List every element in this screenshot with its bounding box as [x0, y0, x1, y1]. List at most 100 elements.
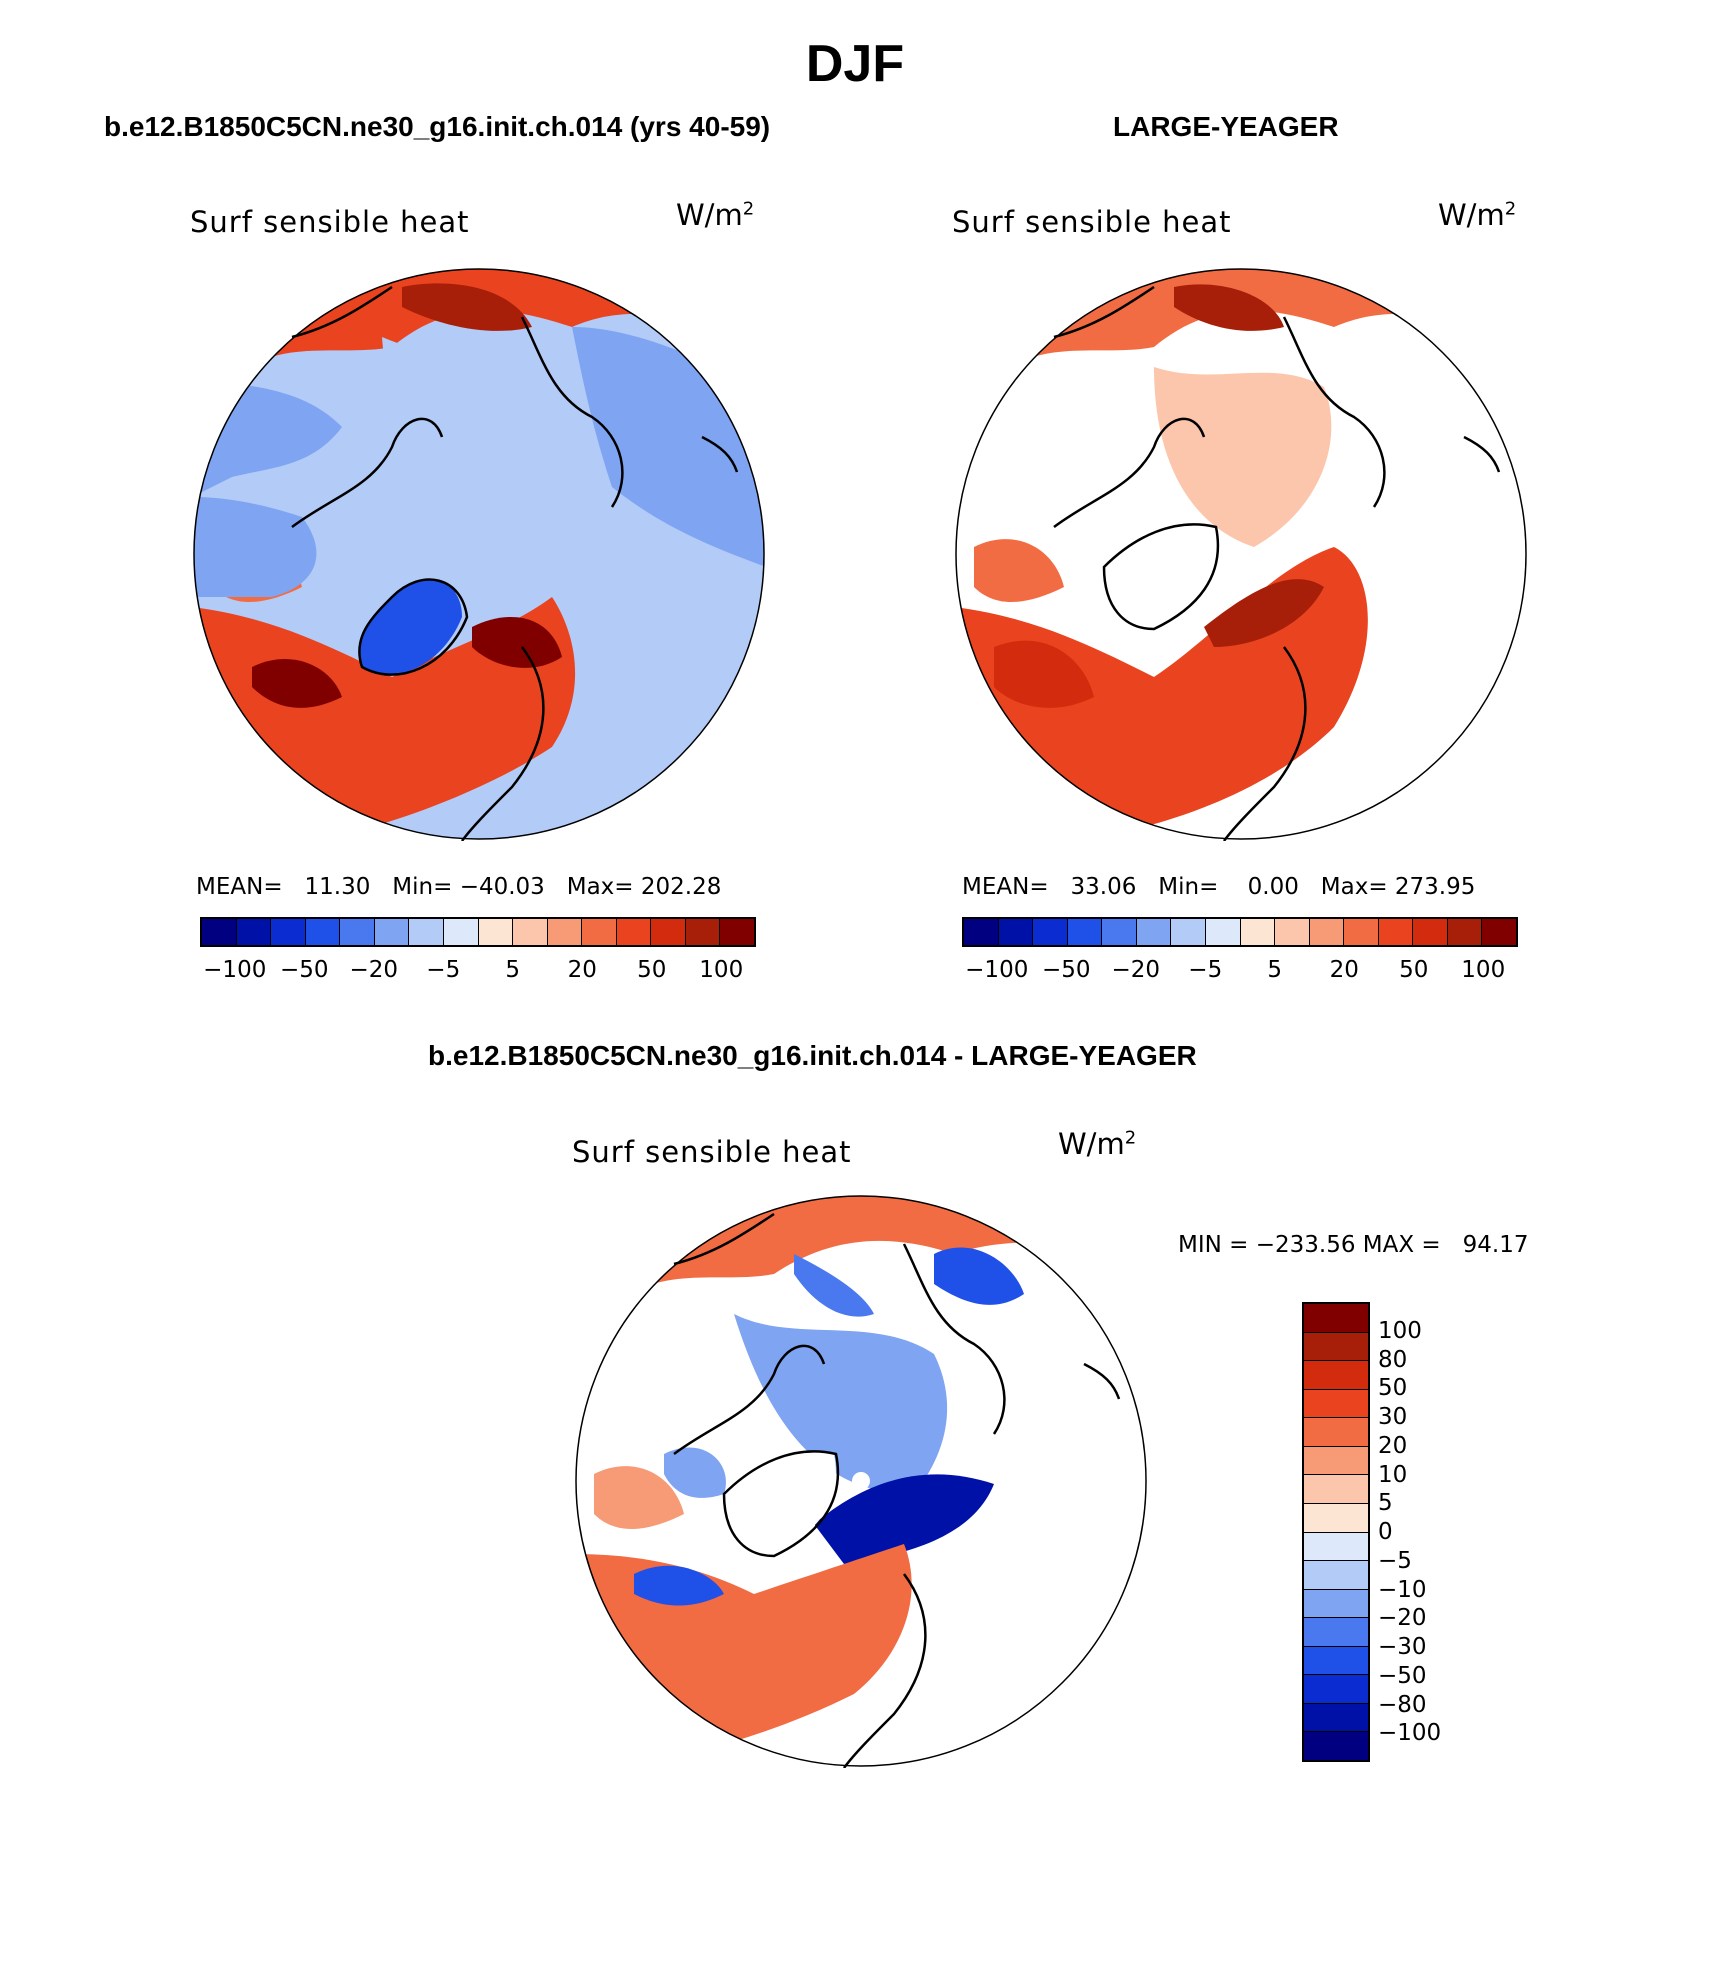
colorbar-swatch [374, 919, 410, 945]
colorbar-swatch [1304, 1503, 1368, 1533]
colorbar-swatch [1240, 919, 1276, 945]
colorbar-tick-label: −10 [1378, 1576, 1427, 1603]
colorbar-tick-label: −100 [965, 957, 1029, 983]
colorbar-tick-label: 20 [1378, 1432, 1408, 1459]
colorbar-swatch [478, 919, 514, 945]
colorbar-swatch [305, 919, 341, 945]
colorbar-swatch [1304, 1618, 1368, 1647]
colorbar-swatch [1304, 1304, 1368, 1333]
colorbar-swatch [1304, 1675, 1368, 1704]
left-panel-title: b.e12.B1850C5CN.ne30_g16.init.ch.014 (yr… [104, 111, 771, 142]
colorbar-tick-label: −50 [279, 957, 329, 983]
colorbar-swatch [1447, 919, 1483, 945]
colorbar-tick-label: −50 [1041, 957, 1091, 983]
colorbar-swatch [443, 919, 479, 945]
left-variable-label: Surf sensible heat [190, 205, 470, 239]
colorbar-tick-label: −100 [1378, 1720, 1442, 1747]
right-stats: MEAN= 33.06 Min= 0.00 Max= 273.95 [962, 874, 1476, 900]
right-colorbar [962, 917, 1518, 947]
colorbar-swatch [547, 919, 583, 945]
colorbar-tick-label: −20 [349, 957, 399, 983]
colorbar-swatch [998, 919, 1034, 945]
colorbar-tick-label: −20 [1378, 1605, 1427, 1632]
right-polar-map [955, 268, 1527, 841]
colorbar-swatch [964, 919, 999, 945]
colorbar-swatch [340, 919, 375, 945]
colorbar-tick-label: 0 [1378, 1519, 1393, 1545]
colorbar-swatch [1205, 919, 1241, 945]
colorbar-swatch [1482, 919, 1516, 945]
colorbar-swatch [1304, 1561, 1368, 1590]
colorbar-swatch [1275, 919, 1310, 945]
colorbar-swatch [1136, 919, 1172, 945]
colorbar-swatch [409, 919, 444, 945]
colorbar-swatch [582, 919, 617, 945]
right-colorbar-ticks: −100 −50 −20 −5 5 20 50 100 [962, 957, 1518, 987]
colorbar-swatch [1304, 1732, 1368, 1760]
colorbar-tick-label: 20 [1329, 957, 1359, 983]
colorbar-swatch [1033, 919, 1068, 945]
colorbar-tick-label: −5 [1378, 1547, 1412, 1574]
colorbar-swatch [1304, 1589, 1368, 1619]
colorbar-tick-label: 50 [1399, 957, 1429, 983]
colorbar-swatch [1304, 1361, 1368, 1390]
colorbar-swatch [1304, 1332, 1368, 1362]
colorbar-tick-label: −100 [203, 957, 267, 983]
diff-stats: MIN = −233.56 MAX = 94.17 [1178, 1232, 1529, 1258]
colorbar-swatch [1309, 919, 1345, 945]
colorbar-tick-label: −50 [1378, 1662, 1427, 1689]
right-variable-label: Surf sensible heat [952, 205, 1232, 239]
colorbar-swatch [1304, 1703, 1368, 1733]
colorbar-tick-label: −30 [1378, 1634, 1427, 1660]
diff-polar-map [575, 1195, 1147, 1768]
right-units-label: W/m2 [1438, 198, 1517, 232]
colorbar-tick-label: −80 [1378, 1691, 1427, 1718]
colorbar-swatch [271, 919, 306, 945]
diff-variable-label: Surf sensible heat [572, 1135, 852, 1169]
right-panel-title: LARGE-YEAGER [1113, 111, 1339, 142]
colorbar-tick-label: 100 [1378, 1317, 1422, 1344]
diff-colorbar-ticks: 100 80 50 30 20 10 5 0 −5 −10 −20 −30 −50 −80 −100 [1378, 1302, 1498, 1762]
colorbar-tick-label: 50 [637, 957, 667, 983]
colorbar-swatch [513, 919, 548, 945]
colorbar-swatch [1304, 1389, 1368, 1419]
colorbar-swatch [202, 919, 237, 945]
left-polar-map [193, 268, 765, 841]
left-stats: MEAN= 11.30 Min= −40.03 Max= 202.28 [196, 874, 722, 900]
colorbar-tick-label: 100 [1461, 957, 1506, 983]
left-colorbar-ticks: −100 −50 −20 −5 5 20 50 100 [200, 957, 756, 987]
colorbar-swatch [651, 919, 686, 945]
colorbar-swatch [1102, 919, 1137, 945]
colorbar-swatch [1344, 919, 1379, 945]
colorbar-tick-label: 5 [1378, 1490, 1393, 1517]
diff-panel-title: b.e12.B1850C5CN.ne30_g16.init.ch.014 - L… [428, 1040, 1197, 1071]
colorbar-swatch [236, 919, 272, 945]
colorbar-tick-label: −5 [1188, 957, 1223, 983]
left-colorbar [200, 917, 756, 947]
colorbar-tick-label: 5 [505, 957, 521, 983]
colorbar-tick-label: 5 [1267, 957, 1283, 983]
left-units-label: W/m2 [676, 198, 755, 232]
colorbar-swatch [1067, 919, 1103, 945]
colorbar-tick-label: 30 [1378, 1404, 1408, 1430]
colorbar-tick-label: −5 [426, 957, 461, 983]
colorbar-tick-label: 100 [699, 957, 744, 983]
colorbar-swatch [616, 919, 652, 945]
colorbar-swatch [1304, 1532, 1368, 1562]
colorbar-swatch [1304, 1418, 1368, 1447]
colorbar-swatch [1378, 919, 1414, 945]
colorbar-tick-label: 80 [1378, 1346, 1408, 1373]
colorbar-swatch [720, 919, 754, 945]
colorbar-swatch [1304, 1475, 1368, 1504]
colorbar-swatch [1171, 919, 1206, 945]
colorbar-swatch [1304, 1646, 1368, 1676]
colorbar-tick-label: 10 [1378, 1461, 1408, 1488]
colorbar-tick-label: −20 [1111, 957, 1161, 983]
colorbar-swatch [685, 919, 721, 945]
diff-units-label: W/m2 [1058, 1127, 1137, 1161]
colorbar-tick-label: 20 [567, 957, 597, 983]
colorbar-swatch [1413, 919, 1448, 945]
colorbar-tick-label: 50 [1378, 1375, 1408, 1402]
colorbar-swatch [1304, 1446, 1368, 1476]
figure-title: DJF [805, 35, 905, 93]
